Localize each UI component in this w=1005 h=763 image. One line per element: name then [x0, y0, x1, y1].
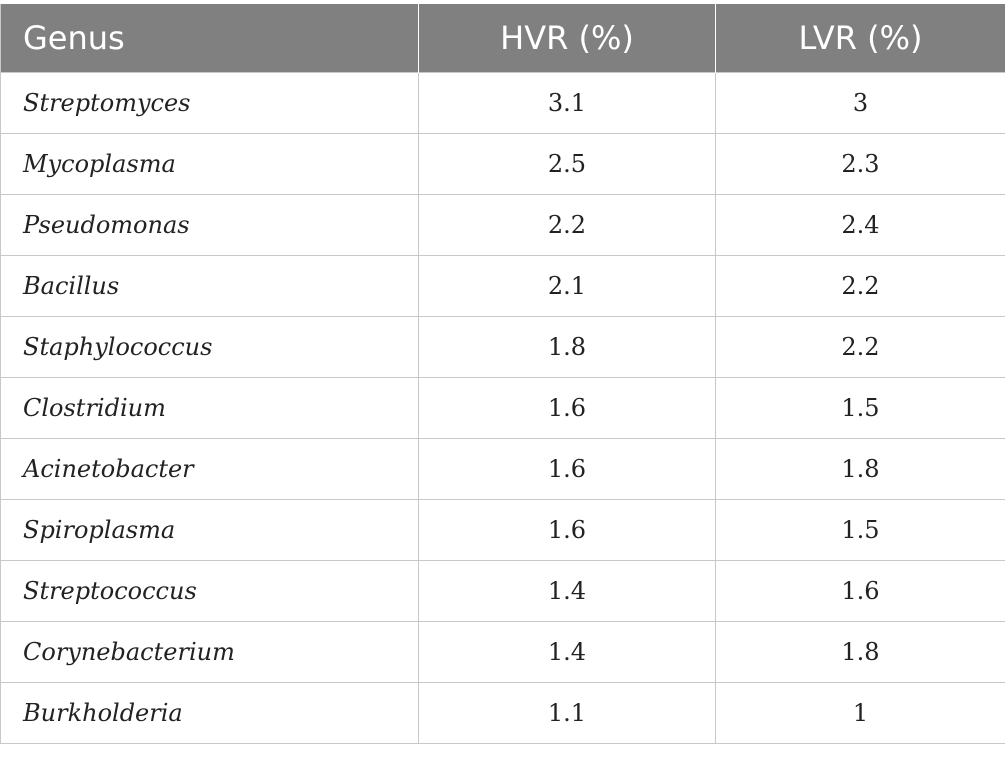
lvr-cell: 2.4 — [715, 194, 1005, 256]
hvr-cell: 2.5 — [418, 133, 716, 195]
lvr-cell: 1.6 — [715, 560, 1005, 622]
hvr-cell: 2.2 — [418, 194, 716, 256]
lvr-cell: 3 — [715, 72, 1005, 134]
hvr-cell: 1.1 — [418, 682, 716, 744]
genus-cell: Pseudomonas — [0, 194, 419, 256]
genus-cell: Corynebacterium — [0, 621, 419, 683]
table-row: Corynebacterium 1.4 1.8 — [0, 621, 1005, 683]
genus-cell: Burkholderia — [0, 682, 419, 744]
genus-cell: Acinetobacter — [0, 438, 419, 500]
genus-table: Genus HVR (%) LVR (%) Streptomyces 3.1 3… — [0, 4, 1005, 744]
table-body: Streptomyces 3.1 3 Mycoplasma 2.5 2.3 Ps… — [0, 72, 1005, 744]
table-header: Genus HVR (%) LVR (%) — [0, 4, 1005, 73]
table-row: Bacillus 2.1 2.2 — [0, 255, 1005, 317]
table-row: Mycoplasma 2.5 2.3 — [0, 133, 1005, 195]
hvr-cell: 1.6 — [418, 377, 716, 439]
genus-cell: Streptococcus — [0, 560, 419, 622]
hvr-cell: 1.8 — [418, 316, 716, 378]
hvr-cell: 3.1 — [418, 72, 716, 134]
table-row: Streptococcus 1.4 1.6 — [0, 560, 1005, 622]
table-row: Staphylococcus 1.8 2.2 — [0, 316, 1005, 378]
table-row: Streptomyces 3.1 3 — [0, 72, 1005, 134]
genus-cell: Bacillus — [0, 255, 419, 317]
table-row: Burkholderia 1.1 1 — [0, 682, 1005, 744]
hvr-cell: 1.6 — [418, 438, 716, 500]
hvr-cell: 1.4 — [418, 621, 716, 683]
genus-table-container: Genus HVR (%) LVR (%) Streptomyces 3.1 3… — [0, 4, 1005, 744]
hvr-cell: 2.1 — [418, 255, 716, 317]
hvr-cell: 1.6 — [418, 499, 716, 561]
lvr-cell: 2.2 — [715, 316, 1005, 378]
lvr-cell: 1.5 — [715, 499, 1005, 561]
lvr-cell: 2.3 — [715, 133, 1005, 195]
genus-cell: Staphylococcus — [0, 316, 419, 378]
lvr-cell: 2.2 — [715, 255, 1005, 317]
lvr-cell: 1.8 — [715, 438, 1005, 500]
genus-cell: Spiroplasma — [0, 499, 419, 561]
hvr-cell: 1.4 — [418, 560, 716, 622]
table-row: Acinetobacter 1.6 1.8 — [0, 438, 1005, 500]
lvr-cell: 1.5 — [715, 377, 1005, 439]
table-row: Pseudomonas 2.2 2.4 — [0, 194, 1005, 256]
header-genus: Genus — [0, 4, 419, 73]
table-row: Clostridium 1.6 1.5 — [0, 377, 1005, 439]
table-row: Spiroplasma 1.6 1.5 — [0, 499, 1005, 561]
lvr-cell: 1 — [715, 682, 1005, 744]
lvr-cell: 1.8 — [715, 621, 1005, 683]
header-hvr: HVR (%) — [418, 4, 716, 73]
genus-cell: Mycoplasma — [0, 133, 419, 195]
header-lvr: LVR (%) — [715, 4, 1005, 73]
genus-cell: Clostridium — [0, 377, 419, 439]
genus-cell: Streptomyces — [0, 72, 419, 134]
header-row: Genus HVR (%) LVR (%) — [0, 4, 1005, 73]
